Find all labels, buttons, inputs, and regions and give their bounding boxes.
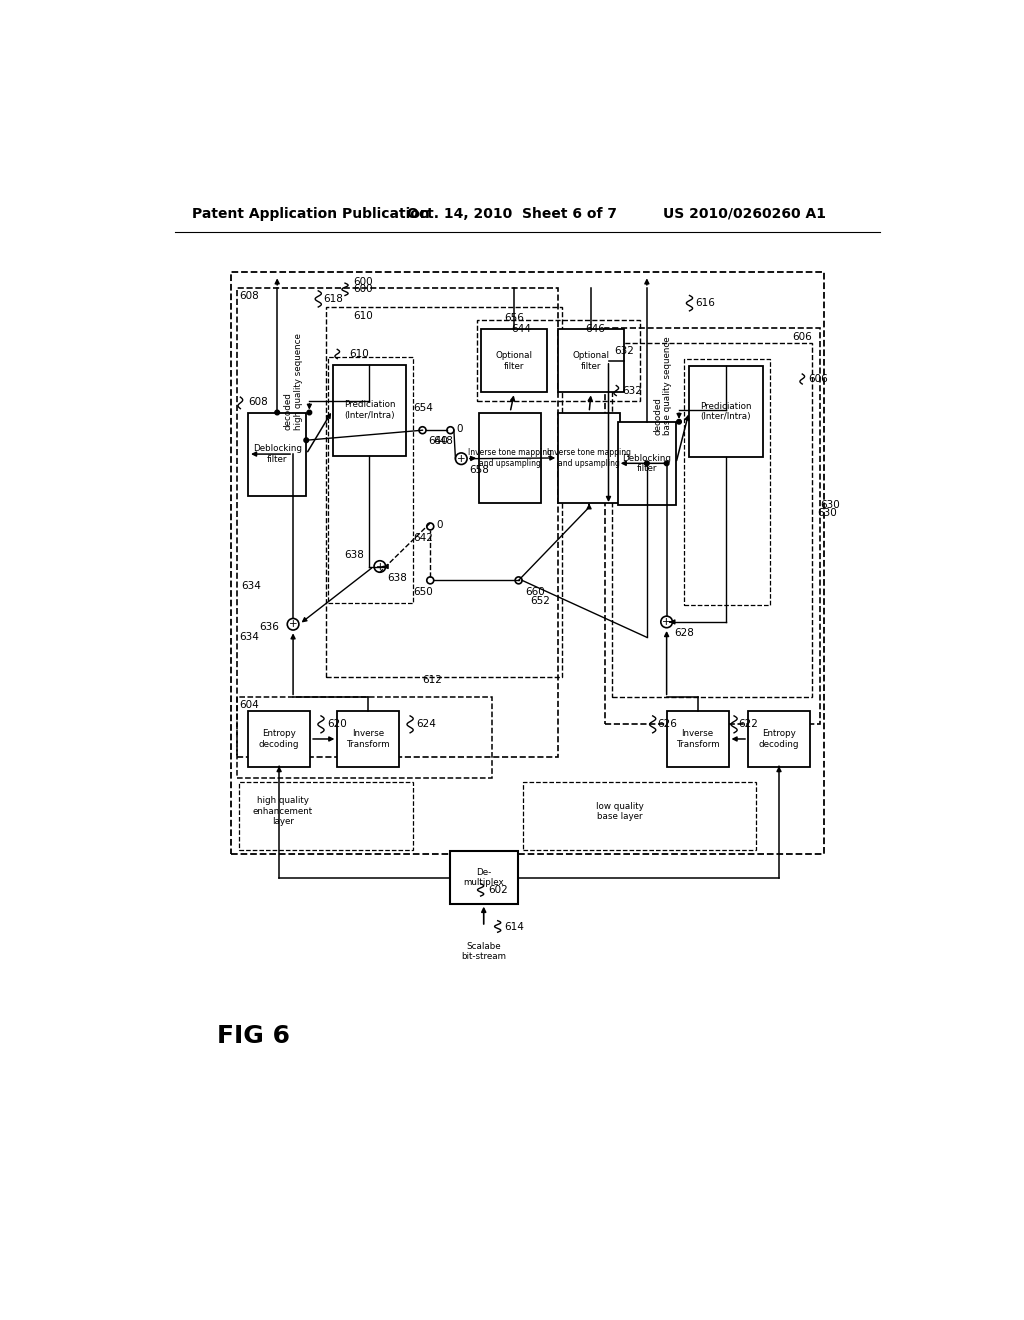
- Text: Optional
filter: Optional filter: [572, 351, 609, 371]
- Text: Entropy
decoding: Entropy decoding: [759, 729, 800, 748]
- Text: 646: 646: [586, 323, 605, 334]
- Text: 638: 638: [344, 550, 365, 560]
- Text: Scalabe
bit-stream: Scalabe bit-stream: [461, 941, 506, 961]
- FancyBboxPatch shape: [617, 422, 676, 506]
- Text: decoded
high quality sequence: decoded high quality sequence: [284, 333, 303, 430]
- FancyBboxPatch shape: [450, 851, 518, 904]
- Text: +: +: [663, 616, 671, 627]
- FancyBboxPatch shape: [558, 330, 624, 392]
- Text: high quality
enhancement
layer: high quality enhancement layer: [253, 796, 313, 826]
- Circle shape: [427, 577, 434, 583]
- Text: 654: 654: [414, 404, 433, 413]
- Text: 644: 644: [512, 323, 531, 334]
- FancyBboxPatch shape: [479, 412, 541, 503]
- Text: 604: 604: [239, 700, 259, 710]
- Text: 618: 618: [324, 294, 344, 305]
- Text: 606: 606: [793, 331, 812, 342]
- Text: 608: 608: [239, 290, 259, 301]
- Circle shape: [427, 523, 434, 529]
- Text: Patent Application Publication: Patent Application Publication: [191, 207, 429, 220]
- Text: 606: 606: [809, 375, 828, 384]
- Circle shape: [665, 461, 669, 466]
- Text: Deblocking
filter: Deblocking filter: [623, 454, 672, 473]
- FancyBboxPatch shape: [333, 364, 407, 455]
- FancyBboxPatch shape: [248, 711, 310, 767]
- Text: Optional
filter: Optional filter: [496, 351, 532, 371]
- Text: 628: 628: [675, 628, 694, 638]
- Text: FIG 6: FIG 6: [217, 1024, 290, 1048]
- Text: Deblocking
filter: Deblocking filter: [253, 445, 302, 463]
- Text: Oct. 14, 2010  Sheet 6 of 7: Oct. 14, 2010 Sheet 6 of 7: [407, 207, 617, 220]
- Text: 656: 656: [505, 313, 524, 323]
- Text: Entropy
decoding: Entropy decoding: [259, 729, 299, 748]
- Text: 616: 616: [695, 298, 715, 308]
- Text: Inverse tone mapping
and upsampling: Inverse tone mapping and upsampling: [468, 449, 552, 467]
- Text: decoded
base quality sequence: decoded base quality sequence: [653, 337, 673, 434]
- FancyBboxPatch shape: [689, 367, 763, 457]
- FancyBboxPatch shape: [558, 412, 621, 503]
- Text: 636: 636: [259, 622, 280, 632]
- Text: 648: 648: [433, 437, 454, 446]
- Text: 620: 620: [328, 719, 347, 730]
- Text: 626: 626: [657, 719, 677, 730]
- Text: Prediciation
(Inter/Intra): Prediciation (Inter/Intra): [700, 403, 752, 421]
- Text: 622: 622: [738, 719, 759, 730]
- Text: 650: 650: [414, 586, 433, 597]
- Text: US 2010/0260260 A1: US 2010/0260260 A1: [663, 207, 825, 220]
- Text: 632: 632: [623, 385, 642, 396]
- Text: 640: 640: [429, 437, 449, 446]
- Text: 0: 0: [457, 424, 463, 434]
- Text: 660: 660: [524, 586, 545, 597]
- Text: 614: 614: [504, 921, 523, 932]
- Text: 610: 610: [352, 312, 373, 321]
- Circle shape: [419, 426, 426, 434]
- Text: Inverse
Transform: Inverse Transform: [346, 729, 390, 748]
- FancyBboxPatch shape: [481, 330, 547, 392]
- Circle shape: [307, 411, 311, 414]
- Text: 602: 602: [488, 884, 508, 895]
- Text: 630: 630: [818, 508, 838, 517]
- Text: Prediciation
(Inter/Intra): Prediciation (Inter/Intra): [344, 400, 395, 420]
- Text: 610: 610: [349, 348, 369, 359]
- Text: +: +: [289, 619, 297, 630]
- FancyBboxPatch shape: [337, 711, 399, 767]
- Text: low quality
base layer: low quality base layer: [596, 801, 644, 821]
- Text: 634: 634: [241, 581, 261, 591]
- Circle shape: [677, 420, 681, 424]
- Text: Inverse tone mapping
and upsampling: Inverse tone mapping and upsampling: [547, 449, 631, 467]
- Text: 630: 630: [820, 500, 840, 510]
- Text: 638: 638: [388, 573, 408, 582]
- Text: 600: 600: [352, 277, 373, 286]
- Text: Inverse
Transform: Inverse Transform: [676, 729, 720, 748]
- Text: +: +: [457, 454, 466, 463]
- FancyBboxPatch shape: [667, 711, 729, 767]
- Circle shape: [446, 426, 454, 434]
- Text: 612: 612: [423, 676, 442, 685]
- Text: 624: 624: [417, 719, 436, 730]
- Text: 634: 634: [239, 632, 259, 642]
- Text: 642: 642: [414, 533, 433, 543]
- Text: De-
multiplex: De- multiplex: [464, 867, 504, 887]
- FancyBboxPatch shape: [748, 711, 810, 767]
- Text: +: +: [376, 561, 384, 572]
- Text: 0: 0: [436, 520, 443, 529]
- Circle shape: [274, 411, 280, 414]
- Text: 600: 600: [352, 284, 373, 294]
- Text: 632: 632: [614, 346, 635, 356]
- Text: 658: 658: [469, 465, 488, 475]
- Circle shape: [644, 461, 649, 466]
- Text: 608: 608: [248, 397, 268, 408]
- FancyBboxPatch shape: [248, 412, 306, 496]
- Circle shape: [304, 438, 308, 442]
- Circle shape: [515, 577, 522, 583]
- Text: 652: 652: [530, 595, 550, 606]
